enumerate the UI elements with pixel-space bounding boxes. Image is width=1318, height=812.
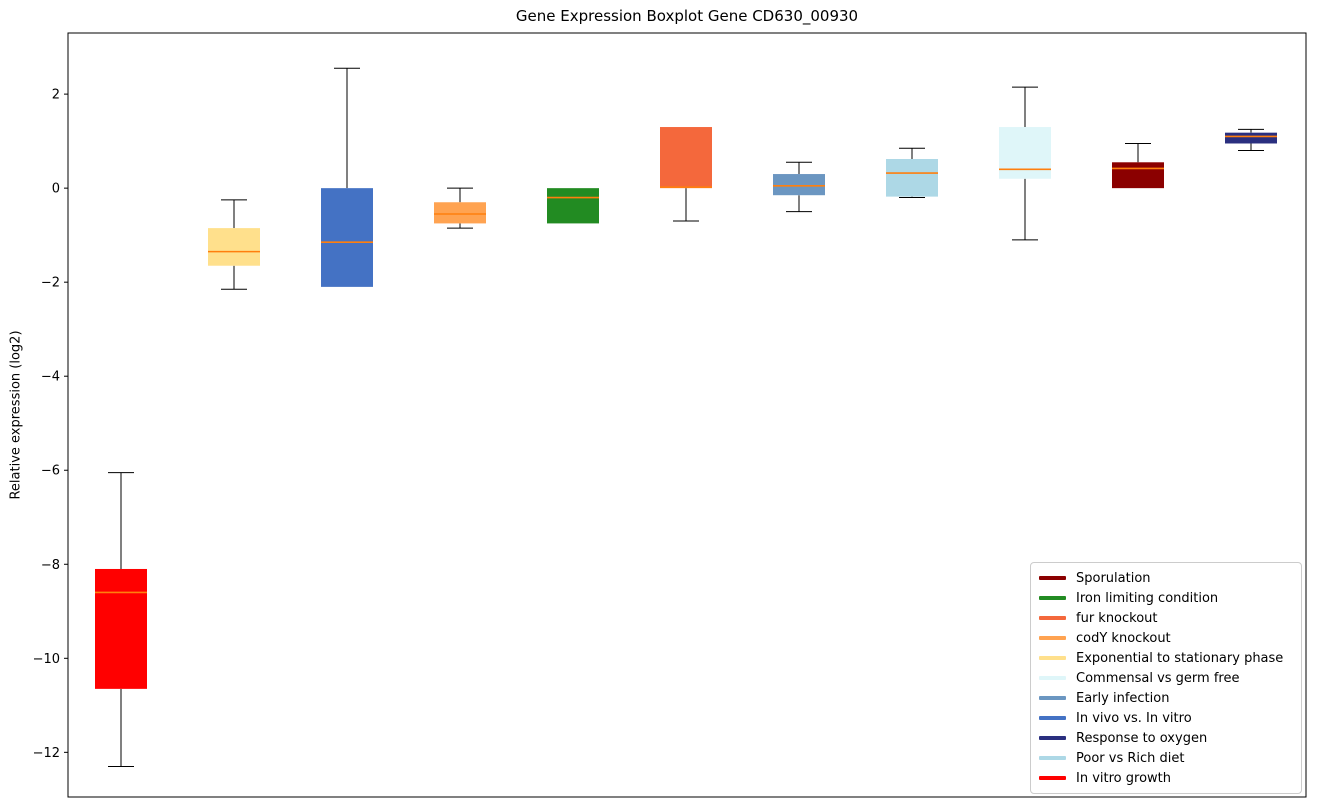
legend-swatch	[1039, 716, 1066, 720]
legend-swatch	[1039, 616, 1066, 620]
box	[547, 188, 599, 224]
legend-item: codY knockout	[1039, 628, 1293, 648]
legend-swatch	[1039, 756, 1066, 760]
legend-swatch	[1039, 696, 1066, 700]
legend-label: fur knockout	[1076, 610, 1158, 626]
legend-swatch	[1039, 656, 1066, 660]
legend-label: Exponential to stationary phase	[1076, 650, 1284, 666]
box	[660, 127, 712, 189]
legend-label: codY knockout	[1076, 630, 1171, 646]
boxplot-in-vivo-vs-in-vitro	[321, 67, 373, 287]
y-tick-label: −8	[41, 558, 60, 573]
legend: Sporulation Iron limiting condition fur kn…	[1030, 562, 1302, 794]
legend-label: In vivo vs. In vitro	[1076, 710, 1192, 726]
y-tick-label: −12	[33, 746, 60, 761]
legend-label: Early infection	[1076, 690, 1170, 706]
legend-label: Sporulation	[1076, 570, 1151, 586]
legend-swatch	[1039, 596, 1066, 600]
y-tick-label: 0	[52, 182, 60, 197]
box	[95, 568, 147, 689]
legend-item: Commensal vs germ free	[1039, 668, 1293, 688]
y-tick-label: −4	[41, 370, 60, 385]
legend-item: In vivo vs. In vitro	[1039, 708, 1293, 728]
box	[208, 228, 260, 266]
plot-border	[67, 32, 1307, 798]
box	[321, 188, 373, 287]
boxplot-sporulation	[1112, 142, 1164, 189]
box	[434, 202, 486, 224]
box	[773, 174, 825, 196]
box	[1112, 162, 1164, 189]
legend-swatch	[1039, 676, 1066, 680]
legend-item: Early infection	[1039, 688, 1293, 708]
y-tick-label: 2	[52, 88, 60, 103]
y-tick-label: −10	[33, 652, 60, 667]
legend-swatch	[1039, 776, 1066, 780]
box	[999, 127, 1051, 179]
legend-item: fur knockout	[1039, 608, 1293, 628]
legend-label: Response to oxygen	[1076, 730, 1208, 746]
legend-swatch	[1039, 576, 1066, 580]
legend-item: Exponential to stationary phase	[1039, 648, 1293, 668]
legend-item: Iron limiting condition	[1039, 588, 1293, 608]
boxplot-poor-vs-rich-diet	[886, 147, 938, 199]
legend-label: Commensal vs germ free	[1076, 670, 1240, 686]
boxplot-cody-knockout	[434, 187, 486, 229]
legend-item: Poor vs Rich diet	[1039, 748, 1293, 768]
boxplot-early-infection	[773, 161, 825, 213]
chart-title: Gene Expression Boxplot Gene CD630_00930	[515, 7, 859, 25]
y-tick-label: −6	[41, 464, 60, 479]
legend-label: In vitro growth	[1076, 770, 1171, 786]
legend-item: Sporulation	[1039, 568, 1293, 588]
legend-swatch	[1039, 736, 1066, 740]
legend-label: Iron limiting condition	[1076, 590, 1219, 606]
boxplot-response-to-oxygen	[1225, 128, 1277, 152]
box	[1225, 132, 1277, 144]
legend-item: In vitro growth	[1039, 768, 1293, 788]
boxplot-commensal-vs-germ-free	[999, 86, 1051, 241]
boxplot-fur-knockout	[660, 127, 712, 222]
boxplot-iron-limiting-condition	[547, 188, 599, 224]
y-tick-label: −2	[41, 276, 60, 291]
boxplot-in-vitro-growth	[95, 472, 147, 767]
legend-item: Response to oxygen	[1039, 728, 1293, 748]
boxplot-exponential-to-stationary-phase	[208, 199, 260, 290]
legend-swatch	[1039, 636, 1066, 640]
box	[886, 159, 938, 197]
legend-label: Poor vs Rich diet	[1076, 750, 1185, 766]
